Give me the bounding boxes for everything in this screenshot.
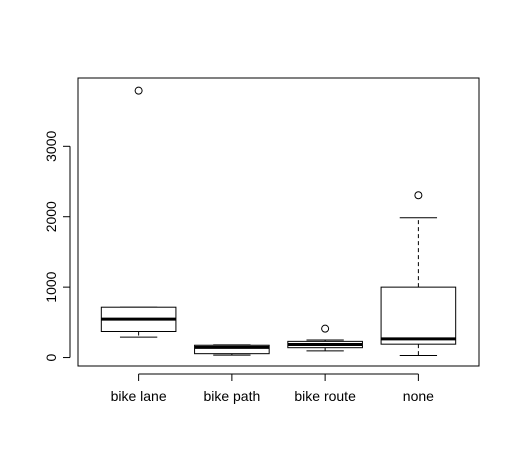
x-tick-label: bike route [294,388,356,404]
box-bike-route [287,324,363,352]
plot-frame [77,77,480,367]
x-tick-label: none [403,388,434,404]
y-tick-label: 1000 [43,271,59,302]
outlier-point [134,86,143,95]
box-bike-path [194,344,270,356]
box-bike-lane [100,86,177,338]
x-tick-label: bike path [203,388,260,404]
y-tick-label: 3000 [43,131,59,162]
x-tick-label: bike lane [111,388,167,404]
outlier-point [414,191,423,200]
y-tick-label: 0 [43,353,59,361]
box-none [380,191,457,356]
y-axis: 0 1000 2000 3000 [43,131,71,361]
y-tick-label: 2000 [43,201,59,232]
outlier-point [321,324,330,333]
boxes [100,86,457,356]
box-iqr [380,286,457,345]
x-axis: bike lane bike path bike route none [111,373,434,404]
box-iqr [194,344,270,355]
